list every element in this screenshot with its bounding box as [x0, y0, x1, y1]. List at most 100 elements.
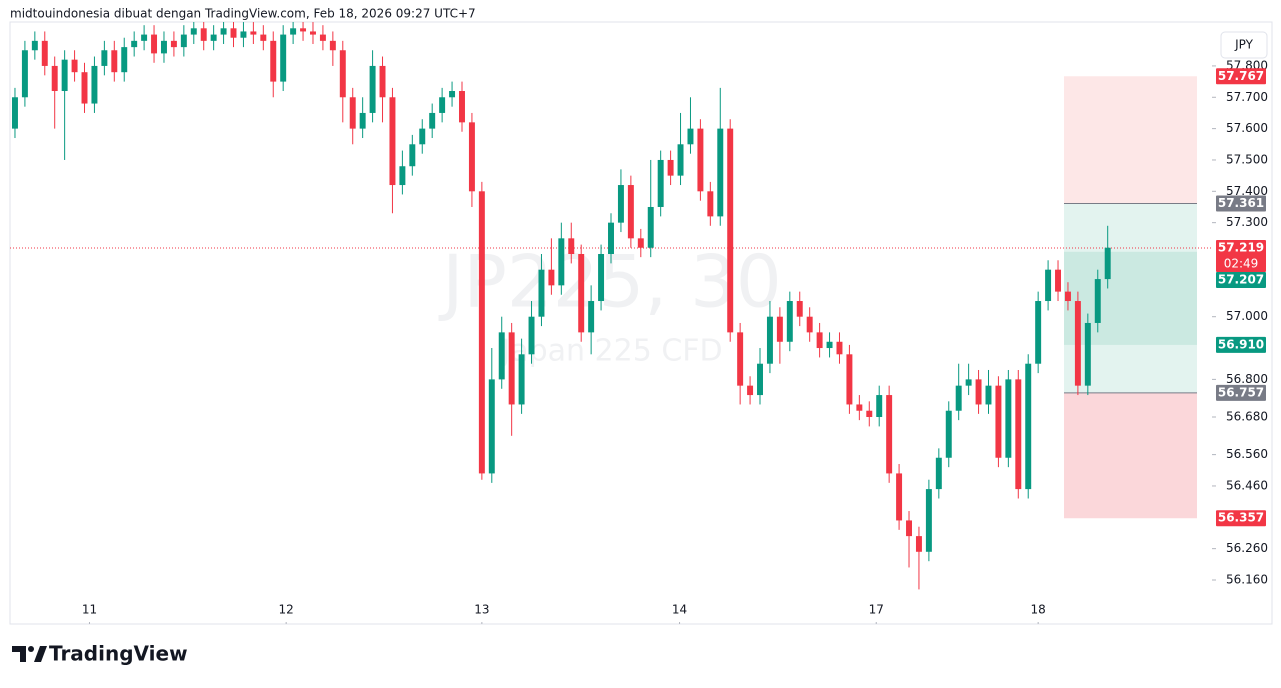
candle-body [578, 254, 585, 333]
candle-body [1104, 247, 1111, 280]
y-tick-label: 57.600 [1226, 121, 1268, 135]
candle-body [81, 72, 88, 104]
price-countdown: 02:49 [1224, 257, 1259, 271]
candle-body [468, 122, 475, 192]
x-tick-label: 18 [1031, 603, 1046, 617]
candle-body [915, 536, 922, 552]
candle-body [220, 28, 227, 35]
candle-body [687, 128, 694, 145]
candle-body [737, 332, 744, 386]
currency-box[interactable] [1220, 31, 1268, 59]
candle-body [170, 40, 177, 48]
y-tick-label: 56.680 [1226, 409, 1268, 423]
candle-body [1064, 291, 1071, 302]
header: midtouindonesia dibuat dengan TradingVie… [10, 7, 476, 21]
candle-body [101, 50, 108, 66]
candle-body [657, 159, 664, 207]
position-zone [1064, 76, 1197, 204]
x-tick-label: 12 [279, 603, 294, 617]
candle-body [677, 144, 684, 176]
candle-body [131, 40, 138, 48]
frame [9, 21, 1273, 625]
candle-body [836, 341, 843, 355]
price-label: 57.219 [1218, 241, 1264, 255]
candle-body [608, 222, 614, 255]
candle-body [369, 65, 376, 113]
candle-body [717, 128, 724, 217]
candle-body [41, 40, 48, 66]
candle-body [935, 457, 942, 490]
candle-body [1025, 363, 1032, 490]
candle-body [260, 34, 267, 41]
candle-body [1045, 269, 1052, 302]
candle-body [667, 159, 674, 176]
candle-body [985, 385, 992, 405]
candle-body [190, 28, 197, 35]
candle-body [31, 40, 38, 51]
price-label-box [1216, 510, 1266, 527]
price-label-box [1216, 384, 1266, 401]
candle-body [210, 34, 217, 41]
candle-body [230, 28, 237, 38]
candle-body [965, 379, 972, 386]
plot-area [10, 22, 1212, 590]
candle-body [995, 385, 1002, 458]
candle-body [637, 238, 644, 248]
candle-body [498, 332, 505, 380]
candle-body [796, 301, 803, 317]
candle-body [319, 34, 326, 41]
price-label-box [1216, 272, 1266, 289]
candle-body [886, 395, 893, 474]
candle-body [1015, 379, 1022, 490]
candle-body [766, 316, 773, 364]
candle-body [349, 97, 356, 129]
position-zone [1064, 392, 1197, 519]
candle-body [459, 91, 465, 123]
candle-body [866, 410, 873, 417]
candle-body [896, 473, 903, 521]
candle-body [300, 28, 307, 32]
candle-body [816, 332, 823, 349]
price-label-box [1216, 336, 1266, 353]
candle-body [1084, 322, 1091, 386]
price-label: 57.207 [1218, 273, 1264, 287]
candle-body [508, 332, 515, 405]
candle-body [71, 59, 78, 73]
candle-body [151, 34, 158, 54]
candle-body [925, 489, 932, 552]
candle-body [240, 31, 247, 38]
y-tick-label: 56.260 [1226, 541, 1268, 555]
price-label: 57.767 [1218, 69, 1264, 83]
candle-body [846, 354, 853, 405]
candle-body [478, 191, 485, 474]
candle-body [339, 50, 346, 98]
candle-body [856, 404, 863, 411]
candle-body [91, 65, 98, 104]
y-tick-label: 57.700 [1226, 90, 1268, 104]
candle-body [518, 354, 525, 405]
price-label: 56.910 [1218, 337, 1264, 351]
x-tick-label: 14 [672, 603, 687, 617]
price-label: 56.357 [1218, 511, 1264, 525]
y-tick-label: 57.400 [1226, 184, 1268, 198]
y-tick-label: 56.560 [1226, 447, 1268, 461]
price-label-box [1216, 68, 1266, 85]
candle-body [250, 31, 257, 35]
candle-body [1005, 379, 1012, 458]
candle-body [290, 28, 297, 35]
candle-body [200, 28, 207, 41]
price-label-box [1216, 240, 1266, 273]
candle-body [627, 185, 634, 239]
candle-body [1074, 301, 1081, 386]
candle-body [945, 410, 952, 458]
candle-body [617, 185, 624, 223]
currency[interactable]: JPY [1234, 38, 1254, 52]
candle-body [906, 520, 912, 537]
candle-body [786, 301, 793, 342]
y-tick-label: 56.800 [1226, 372, 1268, 386]
candle-body [707, 191, 714, 217]
candle-body [1055, 269, 1062, 292]
candle-body [488, 379, 495, 474]
candle-body [806, 316, 813, 333]
candle-body [1094, 279, 1101, 323]
